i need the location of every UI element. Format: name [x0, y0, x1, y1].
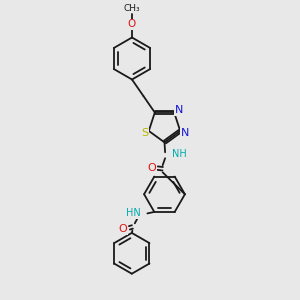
Text: O: O	[128, 19, 136, 29]
Text: S: S	[142, 128, 149, 138]
Text: O: O	[118, 224, 127, 234]
Text: O: O	[148, 163, 157, 173]
Text: N: N	[175, 105, 183, 115]
Text: NH: NH	[172, 149, 186, 159]
Text: CH₃: CH₃	[124, 4, 140, 13]
Text: HN: HN	[126, 208, 141, 218]
Text: N: N	[181, 128, 189, 138]
